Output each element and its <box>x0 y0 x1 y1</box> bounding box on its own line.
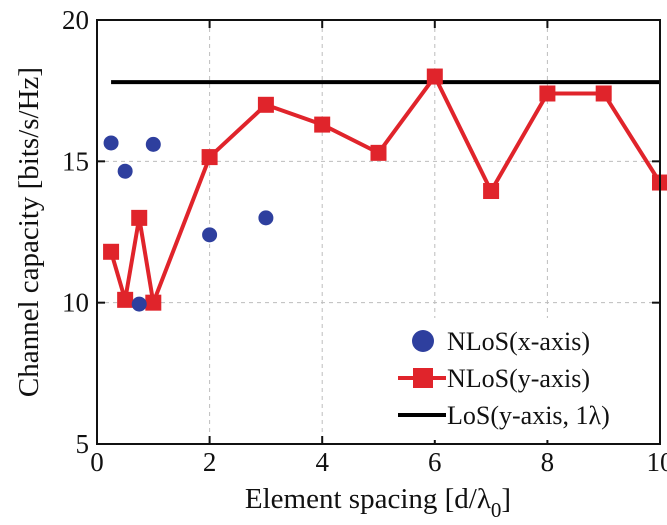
x-axis-label-subscript: 0 <box>491 498 502 522</box>
x-axis-label-main: Element spacing [d/λ <box>245 483 491 515</box>
y-tick-label: 5 <box>76 429 90 459</box>
series-nlos-x-point <box>131 296 147 312</box>
series-nlos-y-point <box>145 294 162 311</box>
legend: NLoS(x-axis) NLoS(y-axis) LoS(y-axis, 1λ… <box>388 318 658 440</box>
legend-marker-nlos-x <box>412 330 434 352</box>
series-nlos-y-point <box>426 68 443 85</box>
series-nlos-y-point <box>595 85 612 102</box>
x-tick-label: 6 <box>428 447 442 477</box>
series-nlos-y-point <box>131 209 148 226</box>
series-nlos-y-point <box>539 85 556 102</box>
series-nlos-y-line <box>109 72 662 311</box>
legend-label-nlos-x: NLoS(x-axis) <box>447 327 590 356</box>
plot-series <box>103 68 667 312</box>
series-nlos-y-point <box>257 96 274 113</box>
series-nlos-x-point <box>117 163 133 179</box>
x-tick-label: 10 <box>647 447 667 477</box>
x-tick-label: 0 <box>90 447 104 477</box>
y-tick-label: 20 <box>62 5 89 35</box>
legend-label-nlos-y: NLoS(y-axis) <box>447 364 590 393</box>
series-nlos-y-point <box>117 291 134 308</box>
series-nlos-y-point <box>314 116 331 133</box>
legend-marker-nlos-y <box>413 368 433 388</box>
series-nlos-x-point <box>202 227 218 243</box>
y-tick-label: 10 <box>62 288 89 318</box>
series-nlos-x-point <box>145 136 161 152</box>
x-tick-label: 8 <box>541 447 555 477</box>
x-tick-label: 4 <box>315 447 329 477</box>
series-nlos-y-point <box>483 183 500 200</box>
plot-frame <box>96 19 661 445</box>
legend-label-los: LoS(y-axis, 1λ) <box>447 401 610 430</box>
series-nlos-y-point <box>103 243 120 260</box>
x-tick-label: 2 <box>203 447 217 477</box>
axis-ticks: 0 2 4 6 8 10 5 10 15 20 <box>62 5 667 477</box>
series-nlos-x-point <box>258 210 274 226</box>
y-axis-label: Channel capacity [bits/s/Hz] <box>13 67 45 397</box>
series-nlos-y-point <box>201 149 218 166</box>
series-nlos-x-point <box>103 135 119 151</box>
y-tick-label: 15 <box>62 146 89 176</box>
x-axis-label-close: ] <box>501 483 511 515</box>
x-axis-label: Element spacing [d/λ0] <box>245 483 511 522</box>
series-nlos-y-point <box>370 144 387 161</box>
